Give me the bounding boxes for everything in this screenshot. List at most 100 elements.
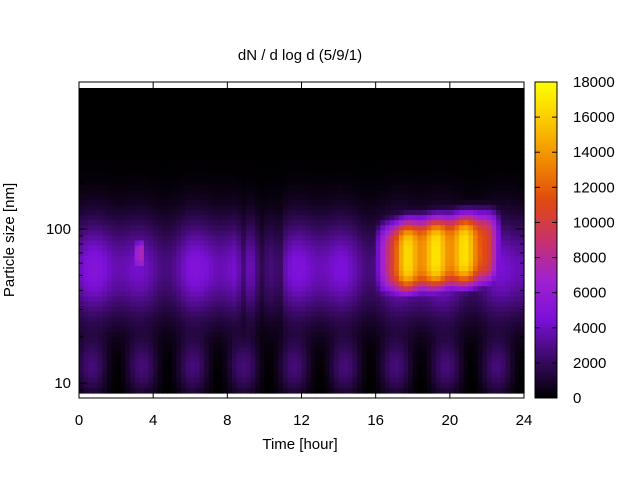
heatmap-cell — [343, 362, 349, 369]
heatmap-cell — [250, 347, 256, 353]
heatmap-cell — [282, 215, 289, 221]
heatmap-cell — [431, 301, 437, 308]
heatmap-cell — [171, 316, 177, 323]
heatmap-cell — [199, 164, 205, 170]
heatmap-cell — [366, 281, 372, 287]
heatmap-cell — [371, 210, 377, 216]
heatmap-cell — [125, 88, 131, 94]
heatmap-cell — [218, 138, 224, 145]
heatmap-cell — [315, 332, 321, 338]
heatmap-cell — [167, 296, 173, 303]
heatmap-cell — [92, 133, 99, 140]
heatmap-cell — [222, 271, 228, 277]
heatmap-cell — [287, 311, 293, 318]
heatmap-cell — [338, 352, 344, 359]
heatmap-cell — [366, 169, 372, 176]
heatmap-cell — [148, 154, 154, 160]
heatmap-cell — [343, 372, 349, 379]
heatmap-cell — [176, 138, 182, 145]
heatmap-cell — [329, 296, 335, 303]
heatmap-cell — [403, 306, 409, 313]
heatmap-cell — [125, 372, 131, 379]
heatmap-cell — [190, 174, 196, 181]
heatmap-cell — [143, 342, 150, 348]
heatmap-cell — [190, 189, 196, 196]
heatmap-cell — [139, 123, 145, 130]
heatmap-cell — [250, 220, 256, 226]
heatmap-cell — [222, 98, 228, 104]
heatmap-cell — [394, 332, 400, 338]
heatmap-cell — [440, 93, 446, 99]
heatmap-cell — [162, 194, 168, 201]
heatmap-cell — [213, 352, 219, 359]
heatmap-cell — [394, 337, 400, 343]
heatmap-cell — [180, 367, 187, 374]
heatmap-cell — [380, 210, 386, 216]
heatmap-cell — [347, 199, 354, 206]
heatmap-cell — [167, 174, 173, 181]
heatmap-cell — [296, 179, 303, 186]
heatmap-cell — [431, 230, 437, 237]
heatmap-cell — [440, 332, 446, 338]
heatmap-cell — [79, 250, 85, 257]
heatmap-cell — [315, 240, 321, 247]
heatmap-cell — [357, 189, 363, 196]
heatmap-cell — [310, 98, 317, 104]
heatmap-cell — [148, 296, 154, 303]
heatmap-cell — [431, 265, 437, 272]
heatmap-cell — [250, 189, 256, 196]
heatmap-cell — [371, 220, 377, 226]
heatmap-cell — [218, 210, 224, 216]
heatmap-cell — [218, 169, 224, 176]
heatmap-cell — [380, 128, 386, 135]
heatmap-cell — [282, 367, 289, 374]
heatmap-cell — [366, 118, 372, 125]
heatmap-cell — [111, 332, 117, 338]
heatmap-cell — [157, 347, 164, 353]
heatmap-cell — [227, 143, 233, 150]
heatmap-cell — [176, 154, 182, 160]
heatmap-cell — [120, 286, 126, 292]
heatmap-cell — [269, 357, 275, 364]
heatmap-cell — [204, 281, 210, 287]
heatmap-cell — [92, 215, 99, 221]
heatmap-cell — [403, 352, 409, 359]
heatmap-cell — [79, 93, 85, 99]
heatmap-cell — [292, 103, 298, 109]
heatmap-cell — [417, 367, 423, 374]
heatmap-cell — [120, 301, 126, 308]
heatmap-cell — [273, 133, 279, 140]
heatmap-cell — [394, 154, 400, 160]
heatmap-cell — [292, 245, 298, 252]
heatmap-cell — [153, 113, 159, 120]
heatmap-cell — [222, 321, 228, 328]
heatmap-cell — [278, 255, 284, 262]
heatmap-cell — [282, 377, 289, 384]
heatmap-cell — [352, 215, 358, 221]
heatmap-cell — [162, 98, 168, 104]
heatmap-cell — [111, 225, 117, 231]
heatmap-cell — [148, 367, 154, 374]
heatmap-cell — [204, 189, 210, 196]
heatmap-cell — [380, 230, 386, 237]
heatmap-cell — [343, 184, 349, 191]
heatmap-cell — [403, 118, 409, 125]
heatmap-cell — [287, 184, 293, 191]
heatmap-cell — [111, 296, 117, 303]
heatmap-cell — [375, 93, 381, 99]
heatmap-cell — [83, 235, 89, 242]
heatmap-cell — [459, 210, 465, 216]
heatmap-cell — [273, 337, 279, 343]
heatmap-cell — [171, 113, 177, 120]
heatmap-cell — [97, 220, 103, 226]
heatmap-cell — [398, 347, 405, 353]
heatmap-cell — [357, 169, 363, 176]
heatmap-cell — [287, 98, 293, 104]
heatmap-cell — [375, 220, 381, 226]
heatmap-cell — [162, 271, 168, 277]
heatmap-cell — [357, 210, 363, 216]
heatmap-cell — [278, 276, 284, 282]
heatmap-cell — [194, 271, 201, 277]
heatmap-cell — [97, 265, 103, 272]
heatmap-cell — [153, 159, 159, 165]
